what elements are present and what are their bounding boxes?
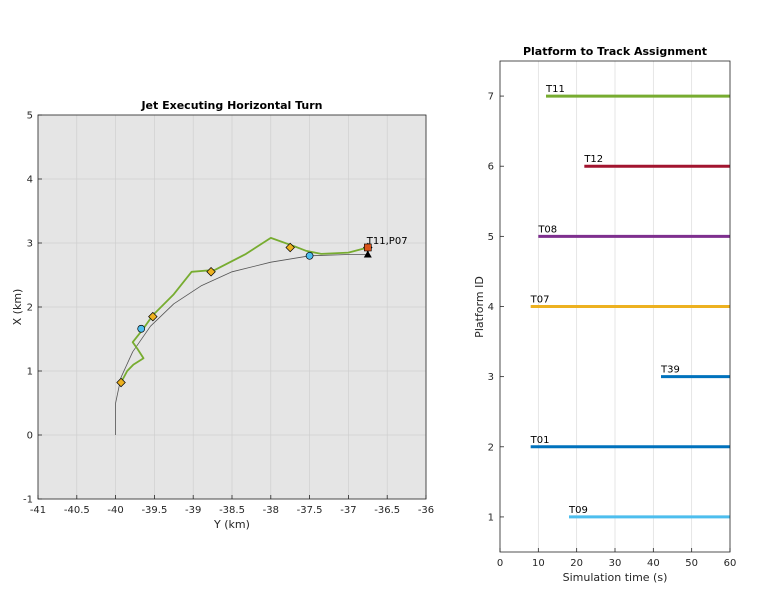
- left-plot: Jet Executing Horizontal Turn -41 -40.5 -4…: [11, 99, 434, 531]
- assignment-label-t08: T08: [537, 224, 557, 235]
- right-bars: T11 T12 T08 T07 T39 T01 T09: [530, 84, 730, 519]
- left-x-tick-label: -38: [263, 505, 279, 516]
- left-x-tick-label: -39.5: [141, 505, 167, 516]
- track-head-marker: [363, 243, 372, 252]
- left-y-tick-label: 3: [27, 239, 33, 250]
- left-x-tick-label: -39: [185, 505, 201, 516]
- right-x-tick-label: 20: [570, 558, 583, 569]
- track-annotation: T11,P07: [366, 236, 408, 247]
- right-x-tick-label: 50: [685, 558, 698, 569]
- left-y-tick-label: 1: [27, 367, 33, 378]
- left-x-tick-label: -37.5: [297, 505, 323, 516]
- left-plot-title: Jet Executing Horizontal Turn: [140, 99, 322, 112]
- detection-marker: [206, 267, 216, 277]
- detection-marker: [285, 242, 295, 253]
- right-y-tick-label: 7: [488, 92, 494, 103]
- right-y-tick-label: 4: [488, 302, 494, 313]
- detection-marker: [116, 377, 126, 388]
- platform-marker: [363, 250, 372, 258]
- estimate-marker: [137, 324, 146, 333]
- left-y-tick-label: 0: [27, 431, 33, 442]
- right-plot-title: Platform to Track Assignment: [523, 45, 707, 58]
- right-x-tick-label: 0: [497, 558, 503, 569]
- assignment-label-t39: T39: [660, 365, 680, 376]
- right-y-axis-label: Platform ID: [473, 276, 486, 338]
- right-x-tick-label: 60: [724, 558, 737, 569]
- left-x-tick-label: -36: [418, 505, 434, 516]
- right-x-tick-label: 40: [647, 558, 660, 569]
- left-x-tick-label: -41: [30, 505, 46, 516]
- assignment-label-t01: T01: [530, 435, 550, 446]
- right-x-tick-label: 30: [609, 558, 622, 569]
- right-y-ticks: 1 2 3 4 5 6 7: [488, 92, 504, 523]
- right-x-ticks: 0 10 20 30 40 50 60: [497, 548, 737, 569]
- left-x-ticks: -41 -40.5 -40 -39.5 -39 -38.5 -38 -37.5 -37 -36.5…: [30, 495, 434, 516]
- right-y-tick-label: 1: [488, 512, 494, 523]
- assignment-label-t09: T09: [568, 505, 588, 516]
- right-plot: Platform to Track Assignment T11 T12 T08 T0…: [473, 45, 736, 584]
- right-y-tick-label: 3: [488, 372, 494, 383]
- left-y-tick-label: -1: [23, 495, 33, 506]
- detection-marker: [148, 311, 158, 322]
- assignment-label-t12: T12: [583, 154, 603, 165]
- left-x-tick-label: -36.5: [374, 505, 400, 516]
- estimate-marker: [305, 251, 314, 260]
- assignment-label-t11: T11: [545, 84, 565, 95]
- assignment-label-t07: T07: [530, 295, 550, 306]
- left-x-axis-label: Y (km): [213, 518, 250, 531]
- right-y-tick-label: 5: [488, 232, 494, 243]
- left-x-tick-label: -38.5: [219, 505, 245, 516]
- right-x-tick-label: 10: [532, 558, 545, 569]
- left-y-tick-label: 2: [27, 303, 33, 314]
- left-y-ticks: -1 0 1 2 3 4 5: [23, 111, 42, 506]
- left-y-tick-label: 4: [27, 175, 33, 186]
- left-x-tick-label: -37: [340, 505, 356, 516]
- left-y-axis-label: X (km): [11, 289, 24, 326]
- left-y-tick-label: 5: [27, 111, 33, 122]
- right-x-axis-label: Simulation time (s): [563, 571, 668, 584]
- right-y-tick-label: 6: [488, 162, 494, 173]
- left-x-tick-label: -40: [107, 505, 123, 516]
- right-y-tick-label: 2: [488, 442, 494, 453]
- left-series: [115, 236, 373, 435]
- track-line: [120, 236, 369, 383]
- left-x-tick-label: -40.5: [64, 505, 90, 516]
